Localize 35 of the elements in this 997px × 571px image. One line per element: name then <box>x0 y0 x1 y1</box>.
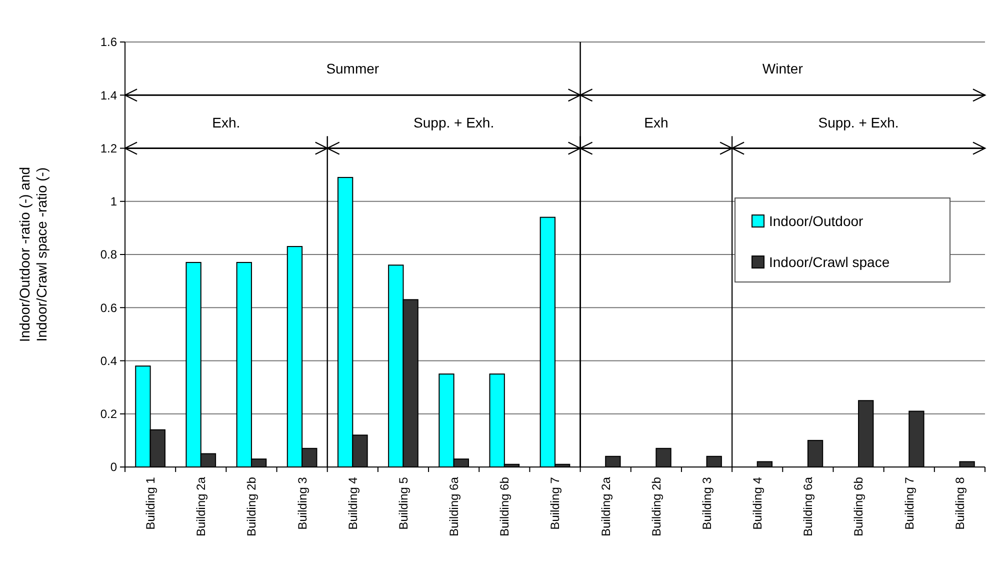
x-tick-label: Building 6b <box>498 476 512 536</box>
x-tick-label: Building 6a <box>447 476 462 536</box>
x-tick-label: Building 2a <box>194 476 208 536</box>
y-axis-title: Indoor/Outdoor -ratio (-) and Indoor/Crawl space -ratio (-) <box>16 166 50 342</box>
annotation: Winter <box>762 60 804 76</box>
x-tick-label: Building 3 <box>295 476 310 530</box>
y-tick-label: 1.6 <box>100 35 118 50</box>
y-tick-label: 0 <box>110 460 118 474</box>
annotation: Summer <box>326 60 380 76</box>
x-tick-label: Building 7 <box>548 476 562 530</box>
x-tick-label: Building 8 <box>952 476 967 530</box>
x-tick-label: Building 7 <box>902 476 916 530</box>
annotation: Supp. + Exh. <box>414 114 494 131</box>
x-tick-label: Building 4 <box>750 476 765 530</box>
annotation: Exh. <box>212 114 240 131</box>
annotation: Exh <box>644 114 668 131</box>
x-tick-label: Building 3 <box>700 476 714 530</box>
y-tick-label: 0.8 <box>100 248 118 262</box>
y-tick-label: 0.2 <box>100 407 118 422</box>
x-tick-label: Building 2b <box>649 476 664 536</box>
y-tick-label: 1.4 <box>100 88 118 102</box>
legend-label: Indoor/Outdoor <box>769 212 864 229</box>
x-tick-label: Building 2a <box>598 476 613 536</box>
y-tick-label: 1 <box>110 194 118 209</box>
x-tick-label: Building 6a <box>801 476 816 536</box>
y-tick-label: 0.4 <box>100 354 118 368</box>
x-tick-label: Building 1 <box>143 476 158 530</box>
x-tick-label: Building 6b <box>852 476 866 536</box>
x-tick-label: Building 5 <box>396 476 410 530</box>
legend-label: Indoor/Crawl space <box>769 254 890 270</box>
annotation: Supp. + Exh. <box>818 114 899 131</box>
x-tick-label: Building 2b <box>244 476 259 536</box>
y-tick-label: 1.2 <box>100 141 118 156</box>
y-tick-label: 0.6 <box>100 300 118 315</box>
x-tick-label: Building 4 <box>346 476 360 530</box>
